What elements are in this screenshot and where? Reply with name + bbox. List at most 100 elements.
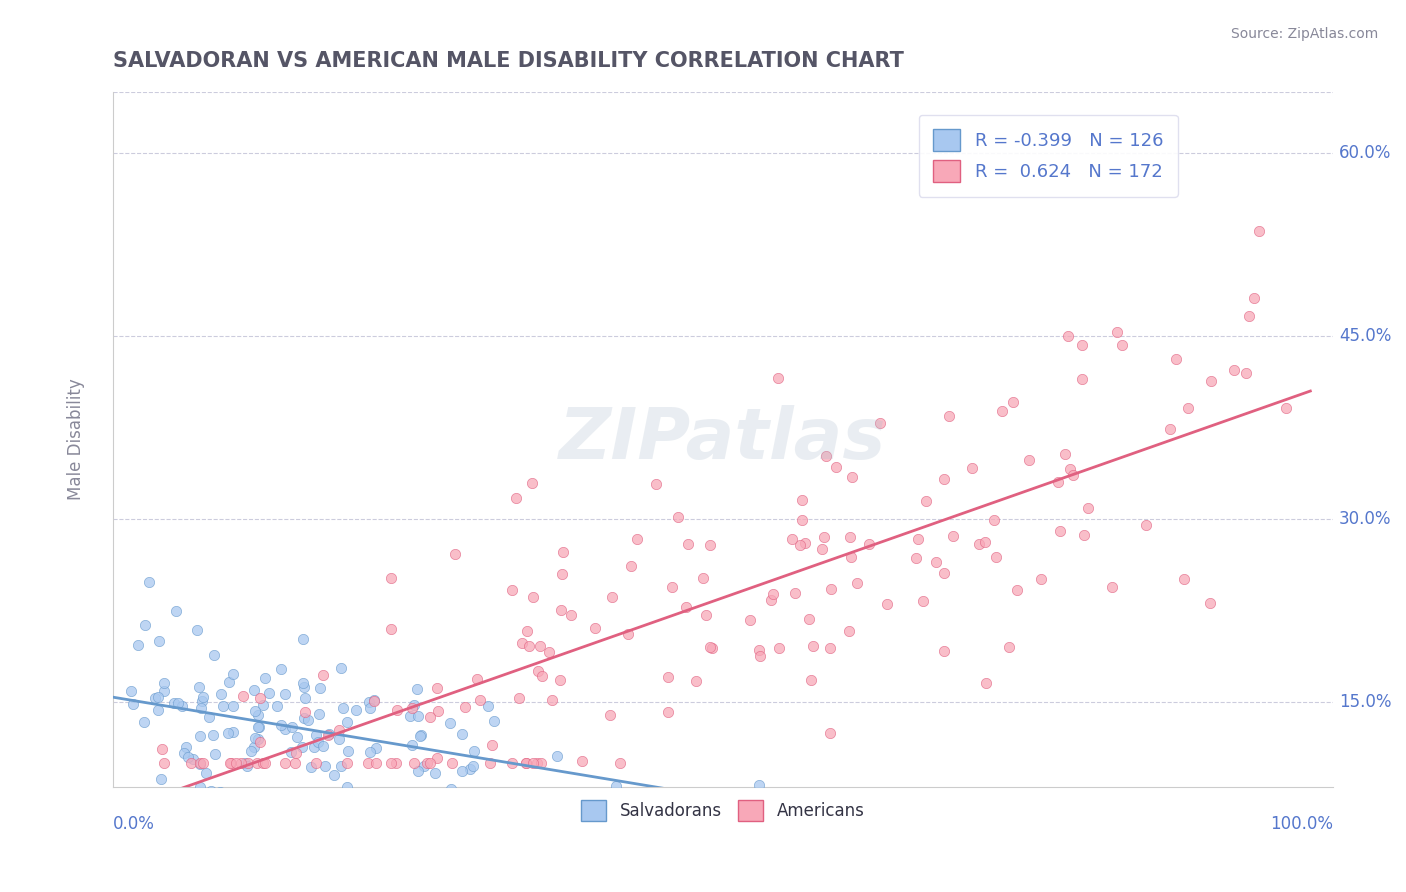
Americans: [845, 576, 868, 591]
Americans: [526, 756, 548, 770]
Salvadorans: [408, 729, 430, 743]
Text: Male Disability: Male Disability: [67, 378, 86, 500]
Americans: [974, 676, 997, 690]
Americans: [797, 612, 820, 626]
Americans: [529, 639, 551, 653]
Text: 15.0%: 15.0%: [1339, 692, 1392, 711]
Text: 45.0%: 45.0%: [1339, 326, 1392, 344]
Americans: [336, 756, 359, 770]
Americans: [583, 621, 606, 635]
Americans: [974, 535, 997, 549]
Americans: [912, 594, 935, 608]
Americans: [481, 738, 503, 752]
Salvadorans: [134, 714, 156, 729]
Americans: [766, 370, 789, 384]
Americans: [232, 689, 254, 703]
Americans: [1107, 325, 1129, 339]
Salvadorans: [332, 700, 354, 714]
Salvadorans: [312, 739, 335, 754]
Americans: [1223, 363, 1246, 377]
Salvadorans: [437, 789, 460, 804]
Americans: [541, 693, 564, 707]
Americans: [364, 756, 387, 770]
Americans: [609, 756, 631, 770]
Americans: [695, 607, 717, 622]
Americans: [316, 728, 339, 742]
Americans: [512, 636, 534, 650]
Americans: [1166, 352, 1188, 367]
Salvadorans: [221, 667, 243, 681]
Salvadorans: [243, 682, 266, 697]
Salvadorans: [281, 720, 304, 734]
Americans: [530, 756, 553, 770]
Americans: [1031, 573, 1053, 587]
Americans: [794, 536, 817, 550]
Salvadorans: [450, 764, 472, 779]
Salvadorans: [406, 682, 429, 697]
Salvadorans: [236, 759, 259, 773]
Americans: [942, 528, 965, 542]
Americans: [531, 669, 554, 683]
Americans: [426, 751, 449, 765]
Salvadorans: [211, 698, 233, 713]
Text: 30.0%: 30.0%: [1339, 509, 1392, 527]
Americans: [1005, 583, 1028, 598]
Americans: [505, 491, 527, 505]
Americans: [1018, 453, 1040, 467]
Salvadorans: [190, 701, 212, 715]
Salvadorans: [181, 752, 204, 766]
Salvadorans: [748, 778, 770, 792]
Americans: [790, 513, 813, 527]
Americans: [380, 622, 402, 636]
Salvadorans: [291, 740, 314, 755]
Americans: [152, 756, 174, 770]
Salvadorans: [165, 604, 187, 618]
Americans: [932, 566, 955, 580]
Salvadorans: [259, 685, 281, 699]
Americans: [1159, 421, 1181, 435]
Salvadorans: [273, 722, 295, 736]
Text: 0.0%: 0.0%: [112, 814, 155, 833]
Salvadorans: [336, 780, 359, 794]
Americans: [738, 613, 761, 627]
Americans: [387, 703, 409, 717]
Salvadorans: [148, 633, 170, 648]
Americans: [419, 756, 441, 770]
Americans: [249, 735, 271, 749]
Salvadorans: [167, 696, 190, 710]
Americans: [219, 756, 242, 770]
Americans: [675, 600, 697, 615]
Americans: [515, 756, 537, 770]
Salvadorans: [328, 731, 350, 746]
Salvadorans: [467, 811, 489, 825]
Salvadorans: [188, 730, 211, 744]
Americans: [1071, 338, 1094, 352]
Americans: [520, 476, 543, 491]
Americans: [998, 640, 1021, 654]
Salvadorans: [146, 690, 169, 704]
Americans: [785, 586, 807, 600]
Americans: [1243, 291, 1265, 305]
Americans: [1053, 447, 1076, 461]
Salvadorans: [482, 714, 505, 729]
Salvadorans: [337, 744, 360, 758]
Americans: [1002, 395, 1025, 409]
Salvadorans: [461, 758, 484, 772]
Salvadorans: [191, 690, 214, 705]
Americans: [1173, 572, 1195, 586]
Salvadorans: [246, 708, 269, 723]
Americans: [661, 580, 683, 594]
Americans: [380, 571, 402, 585]
Salvadorans: [302, 739, 325, 754]
Americans: [312, 668, 335, 682]
Americans: [824, 460, 846, 475]
Americans: [537, 645, 560, 659]
Americans: [180, 756, 202, 770]
Text: Source: ZipAtlas.com: Source: ZipAtlas.com: [1230, 27, 1378, 41]
Americans: [454, 699, 477, 714]
Salvadorans: [247, 720, 270, 734]
Salvadorans: [149, 772, 172, 786]
Americans: [517, 639, 540, 653]
Salvadorans: [477, 699, 499, 714]
Americans: [470, 692, 492, 706]
